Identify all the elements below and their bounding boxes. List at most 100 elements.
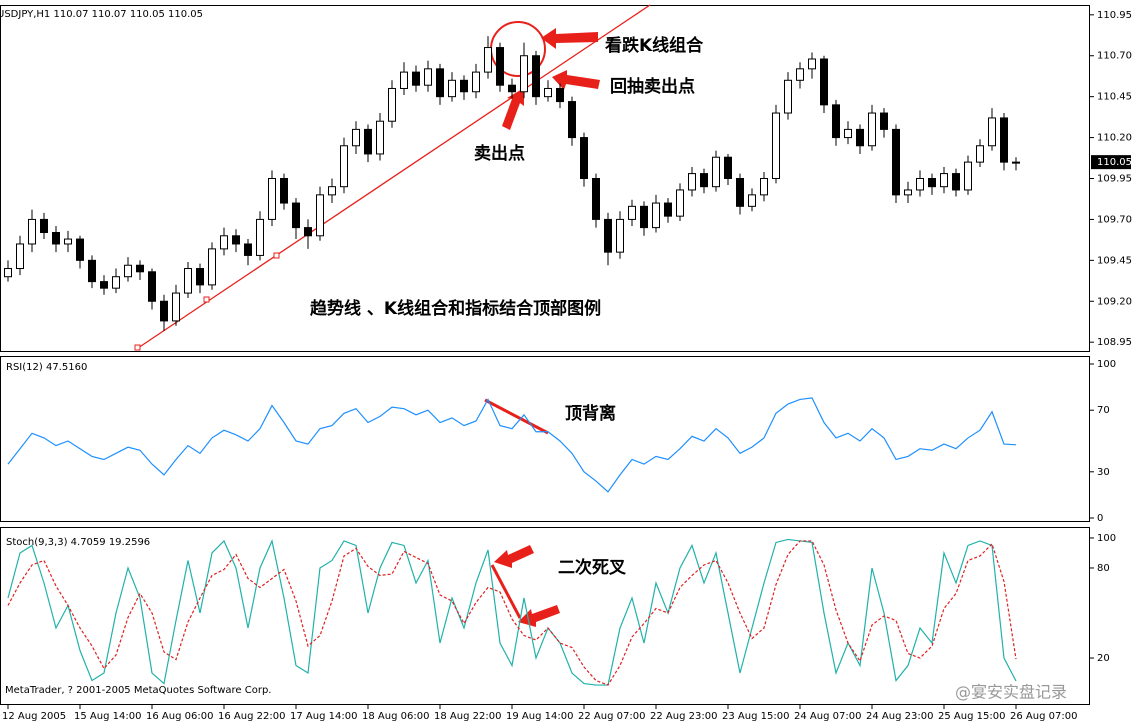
x-tick-label: 19 Aug 14:00 — [506, 711, 573, 721]
arrow — [494, 545, 534, 568]
main-panel — [0, 5, 1090, 352]
candle-body — [772, 112, 780, 179]
x-tick-label: 15 Aug 14:00 — [74, 711, 141, 721]
candle-body — [832, 104, 840, 139]
arrow — [552, 70, 600, 90]
panel-title: RSI(12) 47.5160 — [6, 362, 87, 373]
candle-body — [436, 68, 444, 98]
y-tick-label: 108.95 — [1097, 337, 1132, 348]
candle-body — [988, 117, 996, 147]
y-tick-label: 109.70 — [1097, 214, 1132, 225]
candle-body — [244, 243, 252, 256]
candle-body — [1012, 161, 1020, 164]
y-tick-label: 110.95 — [1097, 10, 1132, 21]
divergence-line — [484, 398, 549, 435]
x-tick-label: 23 Aug 15:00 — [722, 711, 789, 721]
candle-body — [964, 161, 972, 191]
candle-body — [892, 128, 900, 196]
candle-body — [256, 218, 264, 256]
candle-body — [472, 71, 480, 93]
trendline-handle — [203, 296, 210, 303]
candle-body — [784, 79, 792, 114]
candle-body — [400, 71, 408, 89]
y-tick-label: 20 — [1097, 653, 1110, 664]
candle-body — [748, 194, 756, 207]
candle-body — [376, 120, 384, 155]
candle-body — [64, 238, 72, 245]
candle-body — [868, 112, 876, 147]
x-tick-label: 24 Aug 07:00 — [794, 711, 861, 721]
candle-body — [460, 79, 468, 93]
candle-body — [976, 145, 984, 163]
candle-body — [700, 173, 708, 188]
candle-body — [184, 268, 192, 294]
candle-body — [88, 259, 96, 283]
candle-body — [508, 84, 516, 93]
candle-body — [388, 87, 396, 122]
candle-body — [148, 271, 156, 302]
candle-body — [352, 128, 360, 147]
divergence-line — [490, 564, 522, 619]
candle-body — [280, 178, 288, 204]
candle-body — [208, 248, 216, 286]
y-tick-label: 0 — [1097, 513, 1103, 524]
candle-body — [724, 156, 732, 179]
candle-body — [340, 145, 348, 188]
x-tick-label: 22 Aug 23:00 — [650, 711, 717, 721]
candle-body — [928, 178, 936, 188]
candle-body — [556, 87, 564, 103]
candle-body — [688, 173, 696, 191]
trendline-handle — [134, 344, 141, 351]
candle-body — [904, 189, 912, 196]
annotation: 看跌K线组合 — [604, 35, 704, 56]
candle-body — [568, 101, 576, 139]
candle-body — [232, 235, 240, 245]
series-line — [7, 397, 1017, 493]
y-tick-label: 80 — [1097, 563, 1110, 574]
candle-body — [676, 189, 684, 217]
candle-body — [880, 112, 888, 130]
annotation: 顶背离 — [565, 403, 616, 424]
x-tick-label: 18 Aug 22:00 — [434, 711, 501, 721]
candle-body — [292, 202, 300, 229]
annotation: 卖出点 — [474, 143, 525, 164]
candle-body — [160, 300, 168, 322]
candle-body — [328, 186, 336, 196]
candle-body — [52, 232, 60, 245]
watermark: @宴安实盘记录 — [955, 683, 1067, 702]
candle-body — [484, 47, 492, 73]
candle-body — [1000, 117, 1008, 163]
candle-body — [580, 137, 588, 179]
candle-body — [544, 87, 552, 98]
candle-body — [364, 128, 372, 155]
y-tick-label: 109.20 — [1097, 296, 1132, 307]
candle-body — [736, 178, 744, 207]
panel-title: USDJPY,H1 110.07 110.07 110.05 110.05 — [0, 9, 203, 20]
x-tick-label: 16 Aug 22:00 — [218, 711, 285, 721]
candle-body — [16, 243, 24, 270]
y-tick-label: 110.20 — [1097, 133, 1132, 144]
candle-body — [652, 202, 660, 229]
candle-body — [604, 218, 612, 253]
y-tick-label: 100 — [1097, 533, 1116, 544]
y-tick-label: 100 — [1097, 359, 1116, 370]
trendline — [137, 4, 651, 349]
rsi-panel — [0, 356, 1090, 522]
candle-body — [268, 178, 276, 220]
candle-body — [520, 55, 528, 93]
stoch-panel — [0, 527, 1090, 705]
candle-body — [592, 178, 600, 220]
y-tick-label: 109.95 — [1097, 174, 1132, 185]
candle-body — [496, 47, 504, 86]
series-line — [7, 540, 1017, 686]
candle-body — [664, 202, 672, 217]
candle-body — [952, 173, 960, 191]
trendline-handle — [273, 252, 280, 259]
candle-body — [28, 218, 36, 245]
x-tick-label: 24 Aug 23:00 — [866, 711, 933, 721]
copyright: MetaTrader, ? 2001-2005 MetaQuotes Softw… — [5, 685, 271, 696]
candle-body — [856, 128, 864, 147]
